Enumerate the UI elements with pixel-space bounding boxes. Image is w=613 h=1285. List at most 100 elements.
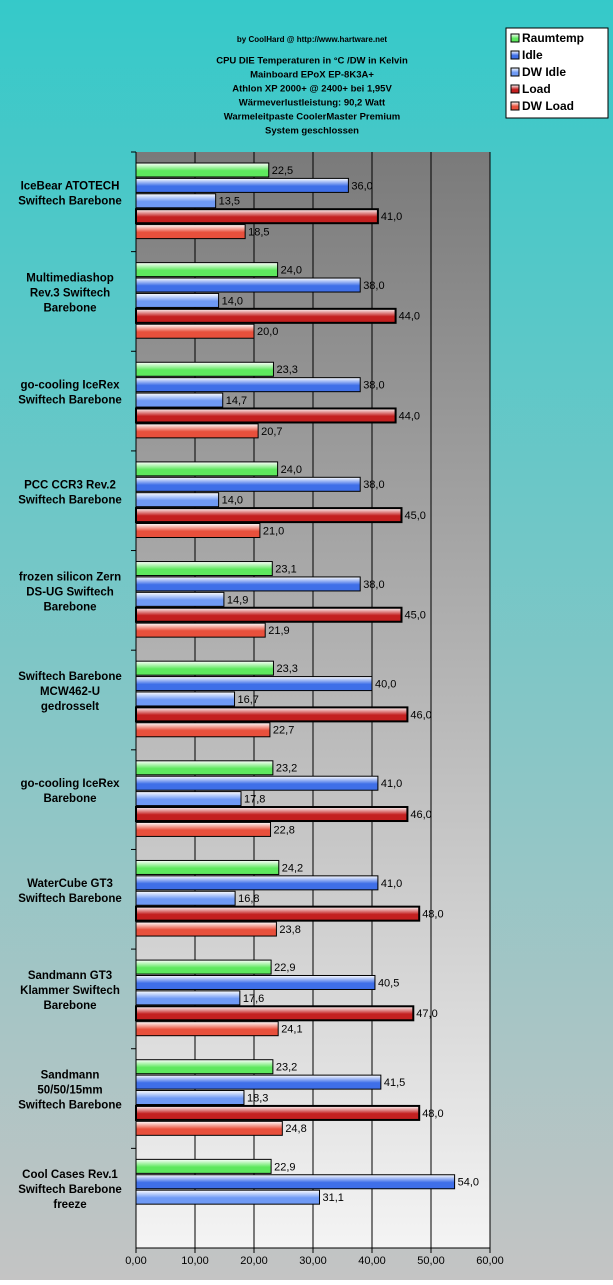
bar xyxy=(135,476,361,492)
data-label: 41,0 xyxy=(381,778,402,790)
y-tick-label: Swiftech Barebone xyxy=(18,1100,122,1112)
data-label: 44,0 xyxy=(399,410,420,422)
data-label: 16,7 xyxy=(238,694,259,706)
data-label: 14,9 xyxy=(227,594,248,606)
bar xyxy=(135,307,397,324)
data-label: 17,8 xyxy=(244,794,265,806)
data-label: 24,2 xyxy=(282,862,303,874)
data-label: 14,7 xyxy=(226,395,247,407)
x-tick-label: 20,00 xyxy=(240,1255,268,1267)
data-label: 24,1 xyxy=(281,1024,302,1036)
data-label: 18,5 xyxy=(248,227,269,239)
data-label: 41,0 xyxy=(381,211,402,223)
legend-swatch xyxy=(510,67,520,77)
data-label: 22,9 xyxy=(274,1161,295,1173)
chart-title: Warmeleitpaste CoolerMaster Premium xyxy=(224,112,401,123)
data-label: 23,2 xyxy=(276,1062,297,1074)
data-label: 40,5 xyxy=(378,977,399,989)
data-label: 38,0 xyxy=(363,380,384,392)
bar xyxy=(135,492,220,508)
data-label: 24,0 xyxy=(281,265,302,277)
data-label: 21,0 xyxy=(263,525,284,537)
legend-label: Raumtemp xyxy=(522,31,584,45)
y-tick-label: Sandmann xyxy=(41,1070,100,1082)
x-tick-label: 0,00 xyxy=(125,1255,146,1267)
bar xyxy=(135,722,271,738)
chart-title: by CoolHard @ http://www.hartware.net xyxy=(237,35,388,44)
y-tick-label: IceBear ATOTECH xyxy=(21,180,120,192)
legend xyxy=(505,27,609,119)
data-label: 45,0 xyxy=(405,510,426,522)
data-label: 36,0 xyxy=(351,180,372,192)
bar xyxy=(135,277,361,293)
x-tick-label: 10,00 xyxy=(181,1255,209,1267)
data-label: 54,0 xyxy=(458,1177,479,1189)
legend-swatch xyxy=(510,84,520,94)
data-label: 24,0 xyxy=(281,464,302,476)
data-label: 46,0 xyxy=(410,809,431,821)
bar xyxy=(135,1005,415,1022)
y-tick-label: freeze xyxy=(53,1199,86,1211)
bar xyxy=(135,208,379,225)
legend-label: DW Idle xyxy=(522,65,566,79)
bar xyxy=(135,775,379,791)
bar xyxy=(135,224,246,240)
data-label: 46,0 xyxy=(410,709,431,721)
bar xyxy=(135,423,259,439)
legend-swatch xyxy=(510,33,520,43)
bar xyxy=(135,576,361,592)
bar xyxy=(135,660,274,676)
data-label: 23,3 xyxy=(276,663,297,675)
y-tick-label: Swiftech Barebone xyxy=(18,494,122,506)
bar xyxy=(135,1104,421,1121)
y-tick-label: frozen silicon Zern xyxy=(19,571,121,583)
x-tick-label: 40,00 xyxy=(358,1255,386,1267)
y-tick-label: go-cooling IceRex xyxy=(20,778,120,790)
bar xyxy=(135,323,255,339)
bar xyxy=(135,606,403,623)
y-tick-label: Sandmann GT3 xyxy=(28,970,112,982)
data-label: 44,0 xyxy=(399,311,420,323)
chart-title: Mainboard EPoX EP-8K3A+ xyxy=(250,70,374,81)
bar xyxy=(135,292,220,308)
data-label: 38,0 xyxy=(363,479,384,491)
data-label: 45,0 xyxy=(405,610,426,622)
bar xyxy=(135,921,277,937)
data-label: 20,7 xyxy=(261,426,282,438)
bar xyxy=(135,561,273,577)
data-label: 13,5 xyxy=(219,196,240,208)
y-tick-label: Klammer Swiftech xyxy=(20,985,120,997)
bar xyxy=(135,875,379,891)
bar xyxy=(135,461,279,477)
legend-swatch xyxy=(510,101,520,111)
bar xyxy=(135,1021,279,1037)
data-label: 48,0 xyxy=(422,909,443,921)
bar xyxy=(135,1059,274,1075)
legend-label: DW Load xyxy=(522,99,574,113)
bar xyxy=(135,591,225,607)
bar xyxy=(135,193,217,209)
y-tick-label: Swiftech Barebone xyxy=(18,671,122,683)
y-tick-label: Swiftech Barebone xyxy=(18,395,122,407)
y-tick-label: WaterCube GT3 xyxy=(27,878,113,890)
data-label: 40,0 xyxy=(375,678,396,690)
y-tick-label: Barebone xyxy=(43,601,96,613)
y-tick-label: Swiftech Barebone xyxy=(18,1184,122,1196)
data-label: 38,0 xyxy=(363,579,384,591)
bar xyxy=(135,1074,382,1090)
data-label: 41,5 xyxy=(384,1077,405,1089)
bar xyxy=(135,806,409,823)
bar xyxy=(135,162,270,178)
y-tick-label: Rev.3 Swiftech xyxy=(30,287,110,299)
data-label: 18,3 xyxy=(247,1092,268,1104)
bar xyxy=(135,1189,320,1205)
data-label: 41,0 xyxy=(381,878,402,890)
data-label: 47,0 xyxy=(416,1008,437,1020)
data-label: 14,0 xyxy=(222,495,243,507)
bar xyxy=(135,706,409,723)
bar xyxy=(135,361,274,377)
x-tick-label: 60,00 xyxy=(476,1255,504,1267)
y-tick-label: 50/50/15mm xyxy=(37,1085,102,1097)
bar xyxy=(135,890,236,906)
